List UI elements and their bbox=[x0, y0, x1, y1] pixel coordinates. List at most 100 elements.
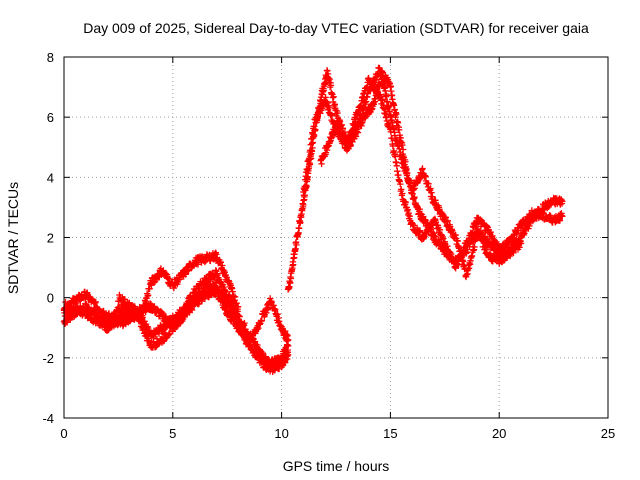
data-point bbox=[429, 193, 436, 200]
y-axis-ticks: -4 -2 0 2 4 6 8 bbox=[42, 50, 608, 426]
data-point bbox=[394, 119, 402, 126]
data-point bbox=[379, 97, 386, 104]
data-point bbox=[92, 298, 99, 306]
data-point bbox=[393, 110, 400, 118]
data-point bbox=[374, 89, 381, 96]
data-point bbox=[465, 265, 473, 272]
data-point bbox=[140, 323, 147, 331]
x-tick-label: 10 bbox=[274, 426, 288, 441]
data-point bbox=[293, 241, 300, 249]
data-point bbox=[330, 93, 337, 100]
data-point bbox=[324, 67, 331, 74]
data-point bbox=[435, 236, 442, 244]
data-point bbox=[444, 217, 451, 224]
chart-title: Day 009 of 2025, Sidereal Day-to-day VTE… bbox=[83, 20, 589, 36]
data-point bbox=[428, 189, 435, 196]
data-point bbox=[389, 142, 397, 150]
data-point bbox=[379, 75, 386, 82]
x-axis-ticks: 0 5 10 15 20 25 bbox=[60, 57, 615, 441]
data-point bbox=[307, 141, 314, 148]
data-point bbox=[559, 198, 566, 205]
data-point bbox=[480, 239, 488, 247]
x-tick-label: 25 bbox=[601, 426, 615, 441]
data-point bbox=[215, 290, 222, 297]
data-point bbox=[274, 311, 281, 318]
data-point bbox=[166, 330, 173, 337]
data-point bbox=[391, 106, 398, 113]
data-point bbox=[425, 180, 432, 187]
data-point bbox=[284, 351, 292, 358]
data-point bbox=[322, 94, 329, 101]
data-point bbox=[427, 185, 434, 192]
series-sat-track-4 bbox=[115, 249, 242, 323]
data-point bbox=[318, 160, 325, 168]
y-tick-label: 2 bbox=[47, 231, 54, 246]
data-point bbox=[188, 306, 196, 314]
data-point bbox=[354, 129, 362, 136]
data-point bbox=[218, 288, 225, 295]
data-point bbox=[399, 190, 406, 197]
data-point bbox=[311, 123, 318, 130]
data-point bbox=[398, 186, 405, 193]
data-point bbox=[185, 267, 192, 274]
data-point bbox=[456, 247, 464, 255]
data-point bbox=[517, 240, 525, 247]
data-point bbox=[405, 210, 412, 217]
data-point bbox=[396, 145, 403, 153]
data-point bbox=[556, 217, 564, 224]
data-point bbox=[411, 193, 418, 201]
data-point bbox=[292, 245, 299, 252]
data-point bbox=[416, 227, 424, 234]
data-point bbox=[410, 186, 417, 193]
data-point bbox=[309, 130, 316, 138]
data-point bbox=[516, 244, 523, 251]
data-point bbox=[384, 98, 391, 105]
data-point bbox=[382, 87, 389, 95]
data-point bbox=[328, 111, 336, 119]
data-point bbox=[307, 147, 314, 154]
data-point bbox=[147, 301, 155, 308]
data-point bbox=[326, 104, 333, 112]
data-point bbox=[282, 327, 289, 335]
data-point bbox=[526, 222, 533, 230]
data-point bbox=[327, 82, 335, 89]
data-point bbox=[432, 197, 439, 204]
data-point bbox=[317, 110, 324, 117]
data-point bbox=[449, 227, 456, 234]
y-tick-label: 0 bbox=[47, 291, 54, 306]
series-sat-track-7 bbox=[317, 69, 525, 281]
data-point bbox=[181, 313, 188, 321]
data-point bbox=[86, 309, 93, 316]
data-point bbox=[258, 317, 265, 324]
data-point bbox=[329, 132, 337, 139]
y-tick-label: 8 bbox=[47, 50, 54, 65]
data-point bbox=[295, 225, 303, 232]
data-point bbox=[146, 300, 154, 307]
data-point bbox=[301, 183, 308, 190]
x-axis-label: GPS time / hours bbox=[283, 458, 390, 474]
data-point bbox=[308, 135, 315, 142]
data-point bbox=[254, 341, 261, 349]
data-point bbox=[378, 76, 385, 83]
x-tick-label: 20 bbox=[492, 426, 506, 441]
data-point bbox=[402, 199, 409, 206]
data-point bbox=[424, 228, 431, 235]
data-point bbox=[540, 210, 547, 217]
data-point bbox=[173, 323, 180, 331]
data-point bbox=[118, 317, 126, 324]
data-point bbox=[404, 169, 411, 177]
data-point bbox=[144, 292, 152, 299]
data-point bbox=[213, 278, 220, 286]
data-point bbox=[521, 230, 528, 237]
data-point bbox=[458, 253, 465, 260]
data-point bbox=[287, 275, 294, 282]
data-point bbox=[319, 105, 326, 112]
data-point bbox=[397, 180, 404, 188]
y-tick-label: -4 bbox=[42, 411, 54, 426]
data-point bbox=[259, 350, 266, 357]
x-tick-label: 15 bbox=[383, 426, 397, 441]
data-point bbox=[349, 127, 356, 134]
y-tick-label: -2 bbox=[42, 351, 54, 366]
data-point bbox=[326, 75, 333, 83]
